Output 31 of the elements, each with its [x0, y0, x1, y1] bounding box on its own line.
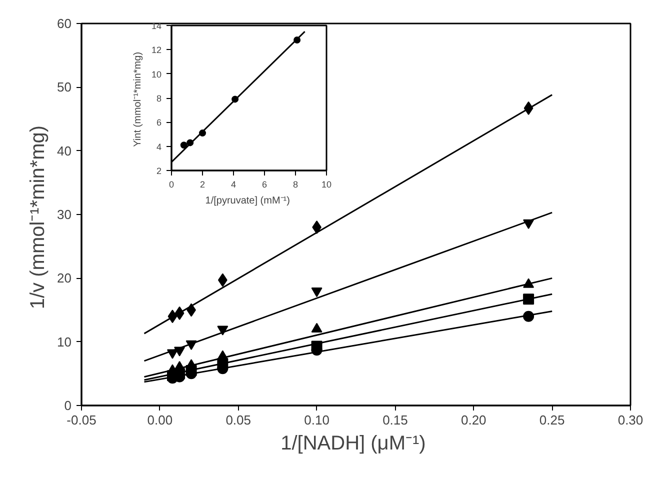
x-tick-label: 0.10 — [304, 412, 330, 428]
y-tick-label: 8 — [156, 94, 162, 104]
y-tick-label: 10 — [151, 69, 162, 80]
y-tick-label: 50 — [57, 80, 72, 95]
x-tick-label: 2 — [200, 180, 206, 190]
y-tick-label: 2 — [156, 166, 162, 176]
y-tick-label: 0 — [64, 398, 72, 413]
y-axis-title: 1/v (mmol⁻¹*min*mg) — [27, 125, 50, 310]
x-tick-label: 6 — [262, 180, 268, 190]
x-tick-label: 4 — [230, 180, 236, 190]
x-axis-title: 1/[pyruvate] (mM⁻¹) — [205, 196, 290, 206]
x-tick-label: 0.20 — [460, 412, 486, 428]
x-tick-label: 0.15 — [382, 412, 408, 428]
x-tick-label: 0.30 — [618, 412, 644, 428]
y-tick-label: 12 — [151, 45, 162, 56]
x-tick-label: 0.05 — [226, 412, 252, 428]
y-tick-label: 20 — [57, 270, 72, 286]
x-tick-label: 10 — [321, 180, 332, 190]
y-tick-label: 6 — [156, 118, 162, 128]
x-tick-label: 0 — [168, 180, 174, 190]
y-axis-title: Yint (mmol⁻¹*min*mg) — [132, 52, 144, 147]
x-tick-label: 8 — [292, 180, 298, 190]
y-tick-label: 60 — [57, 16, 72, 31]
y-tick-label: 4 — [156, 142, 162, 152]
x-axis-title: 1/[NADH] (μM⁻¹) — [280, 432, 426, 454]
y-tick-label: 40 — [57, 143, 72, 158]
x-tick-label: 0.00 — [147, 412, 173, 428]
y-tick-label: 30 — [57, 207, 72, 222]
x-tick-label: -0.05 — [66, 412, 96, 428]
y-tick-label: 10 — [57, 334, 72, 350]
x-tick-label: 0.25 — [539, 412, 565, 428]
